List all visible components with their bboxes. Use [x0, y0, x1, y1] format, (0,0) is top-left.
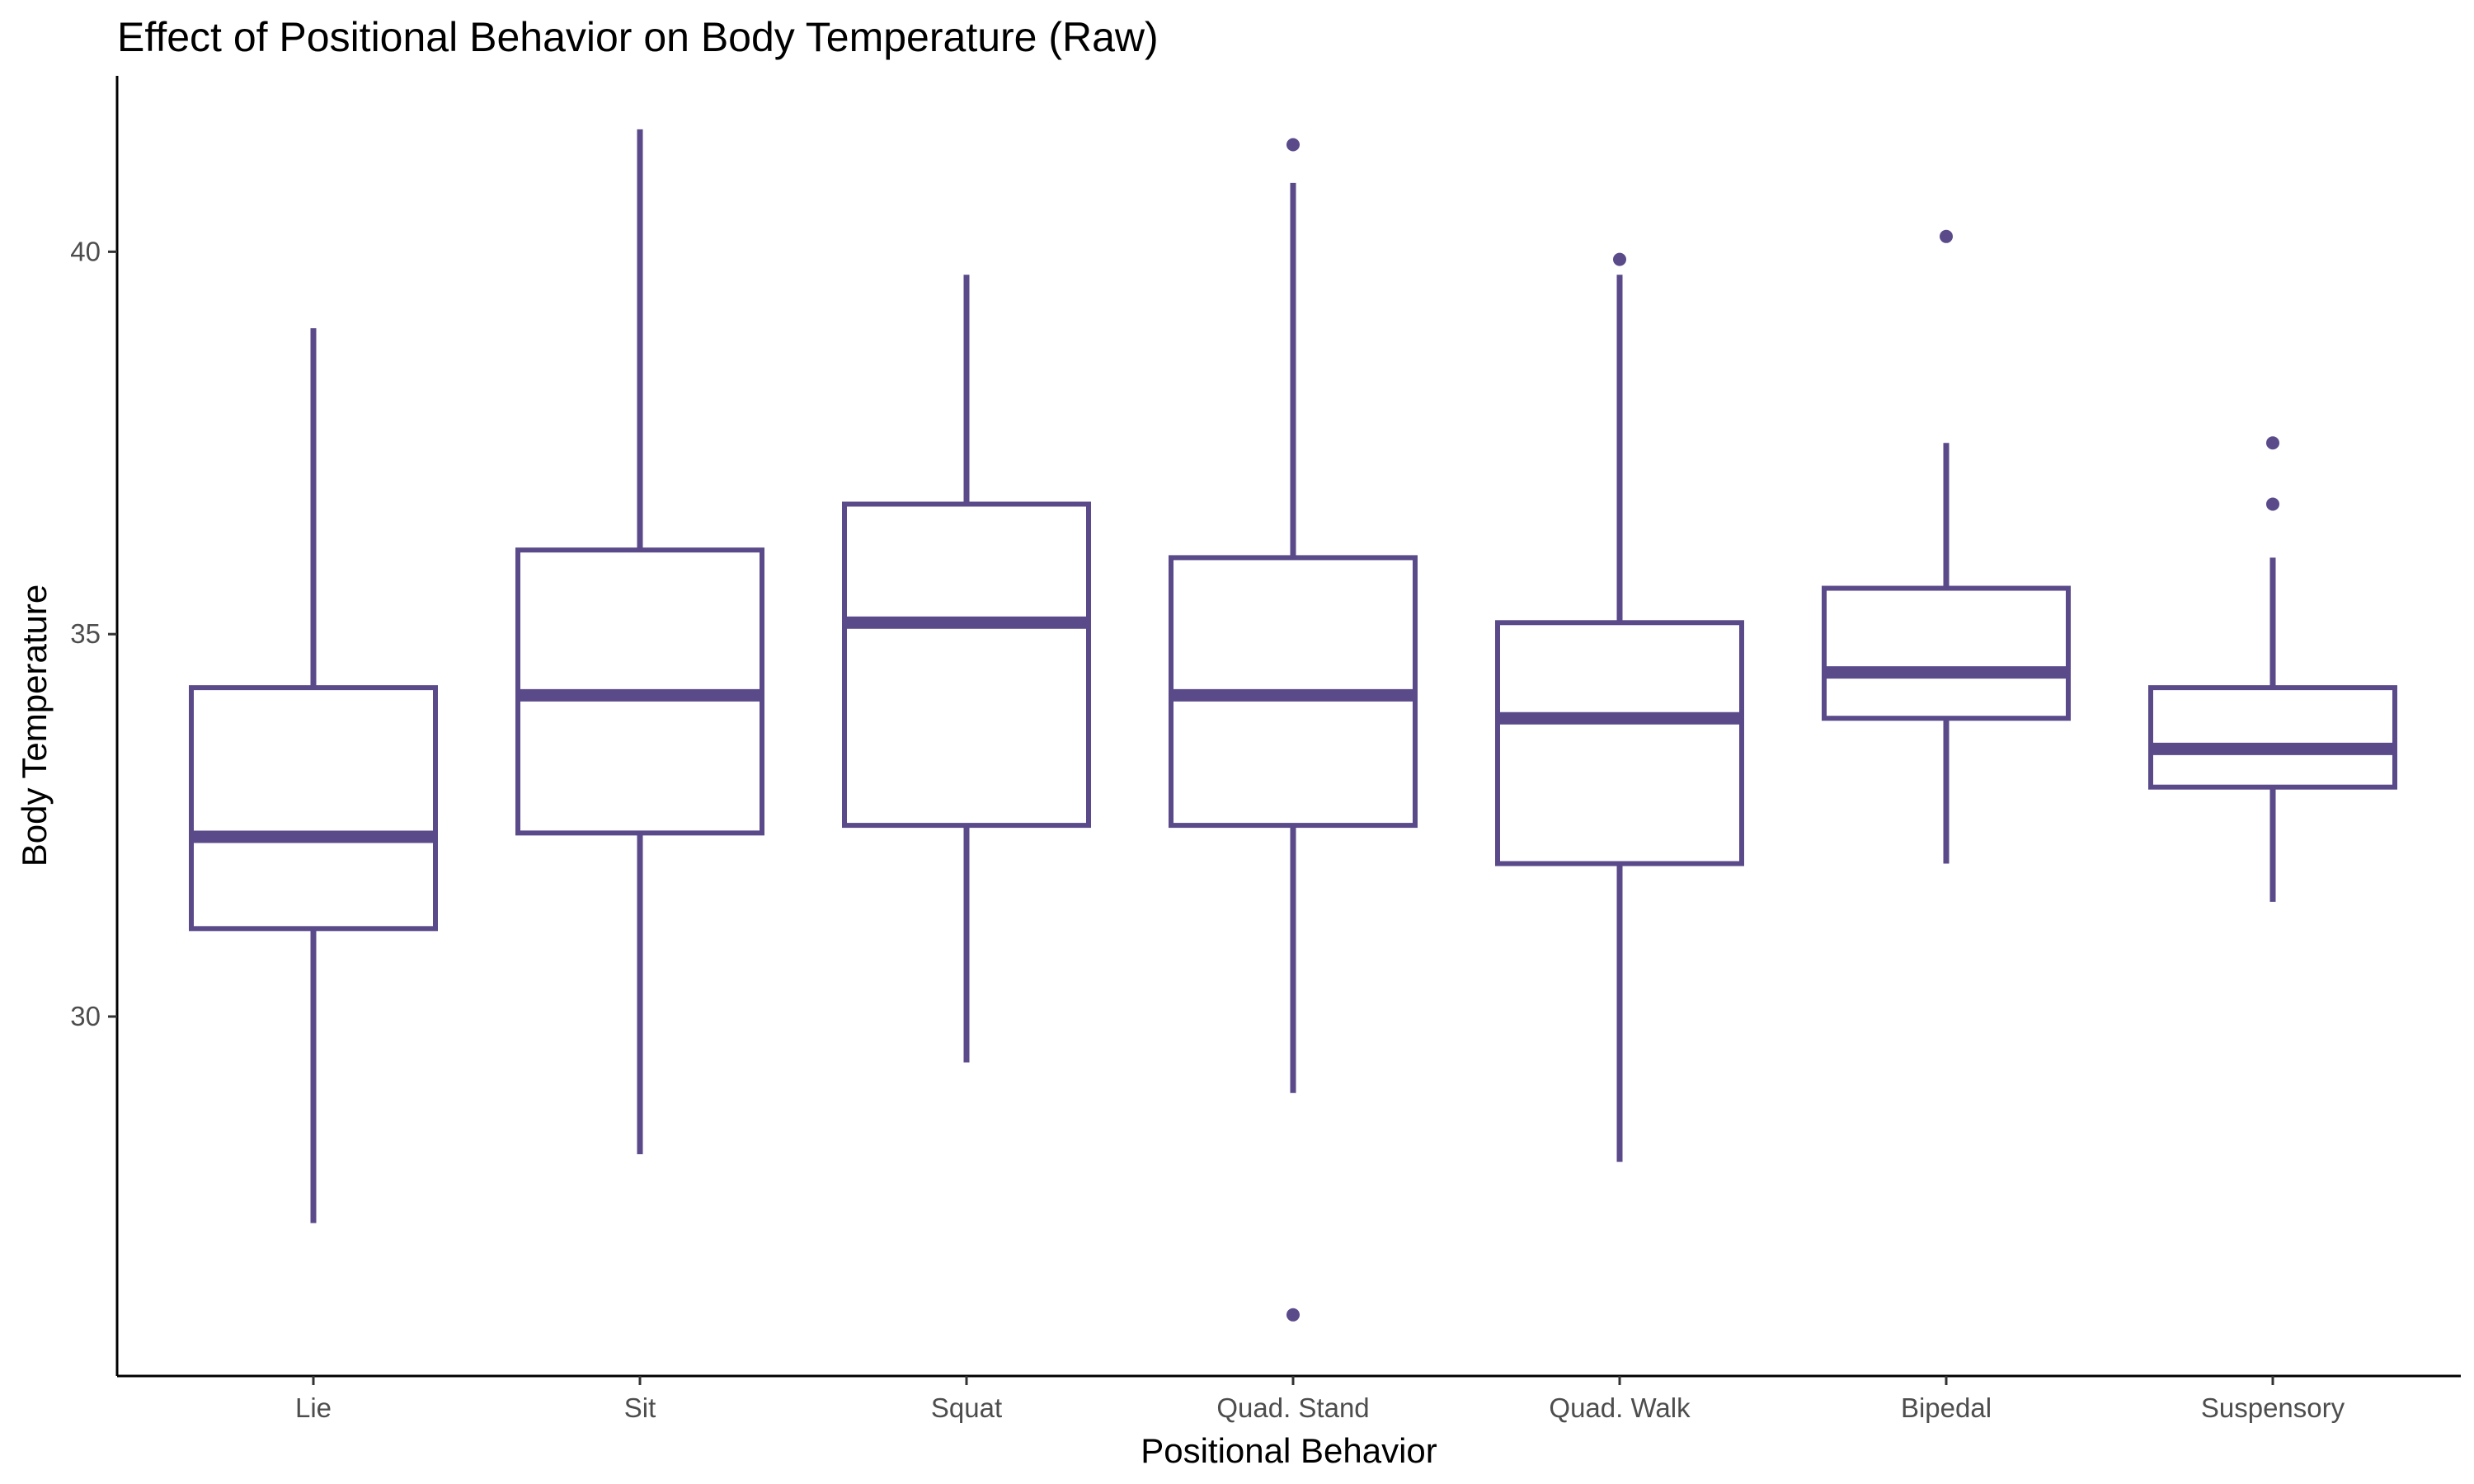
- outlier-point-quad-walk-0: [1613, 252, 1626, 266]
- chart-title: Effect of Positional Behavior on Body Te…: [117, 14, 1159, 60]
- x-tick-label-suspensory: Suspensory: [2201, 1392, 2345, 1423]
- box-suspensory: [2148, 436, 2397, 902]
- x-tick-label-lie: Lie: [295, 1392, 332, 1423]
- iqr-box-bipedal: [1822, 585, 2071, 721]
- outlier-point-suspensory-0: [2266, 436, 2279, 450]
- box-squat: [842, 275, 1091, 1063]
- y-tick-label-40: 40: [70, 236, 101, 266]
- iqr-box-squat: [842, 501, 1091, 829]
- y-tick-label-35: 35: [70, 618, 101, 649]
- outlier-point-suspensory-1: [2266, 497, 2279, 511]
- x-tick-label-sit: Sit: [624, 1392, 656, 1423]
- x-tick-label-bipedal: Bipedal: [1901, 1392, 1992, 1423]
- iqr-box-quad-walk: [1495, 620, 1744, 866]
- y-axis-ticks: 30 35 40: [70, 236, 117, 1031]
- box-sit: [515, 129, 764, 1154]
- x-tick-label-squat: Squat: [931, 1392, 1002, 1423]
- box-quad-walk: [1495, 252, 1744, 1162]
- y-tick-label-30: 30: [70, 1001, 101, 1031]
- box-quad-stand: [1169, 138, 1418, 1322]
- box-bipedal: [1822, 229, 2071, 864]
- box-lie: [189, 328, 438, 1223]
- outlier-point-quad-stand-1: [1286, 1308, 1300, 1322]
- x-tick-label-quad-stand: Quad. Stand: [1216, 1392, 1369, 1423]
- y-axis-title: Body Temperature: [15, 585, 54, 866]
- plot-area: [189, 129, 2397, 1322]
- x-axis-ticks: Lie Sit Squat Quad. Stand Quad. Walk Bipedal S…: [295, 1376, 2345, 1423]
- outlier-point-quad-stand-0: [1286, 138, 1300, 152]
- iqr-box-suspensory: [2148, 685, 2397, 790]
- x-tick-label-quad-walk: Quad. Walk: [1549, 1392, 1691, 1423]
- iqr-box-lie: [189, 685, 438, 932]
- x-axis-title: Positional Behavior: [1141, 1431, 1437, 1470]
- outlier-point-bipedal-0: [1940, 229, 1953, 243]
